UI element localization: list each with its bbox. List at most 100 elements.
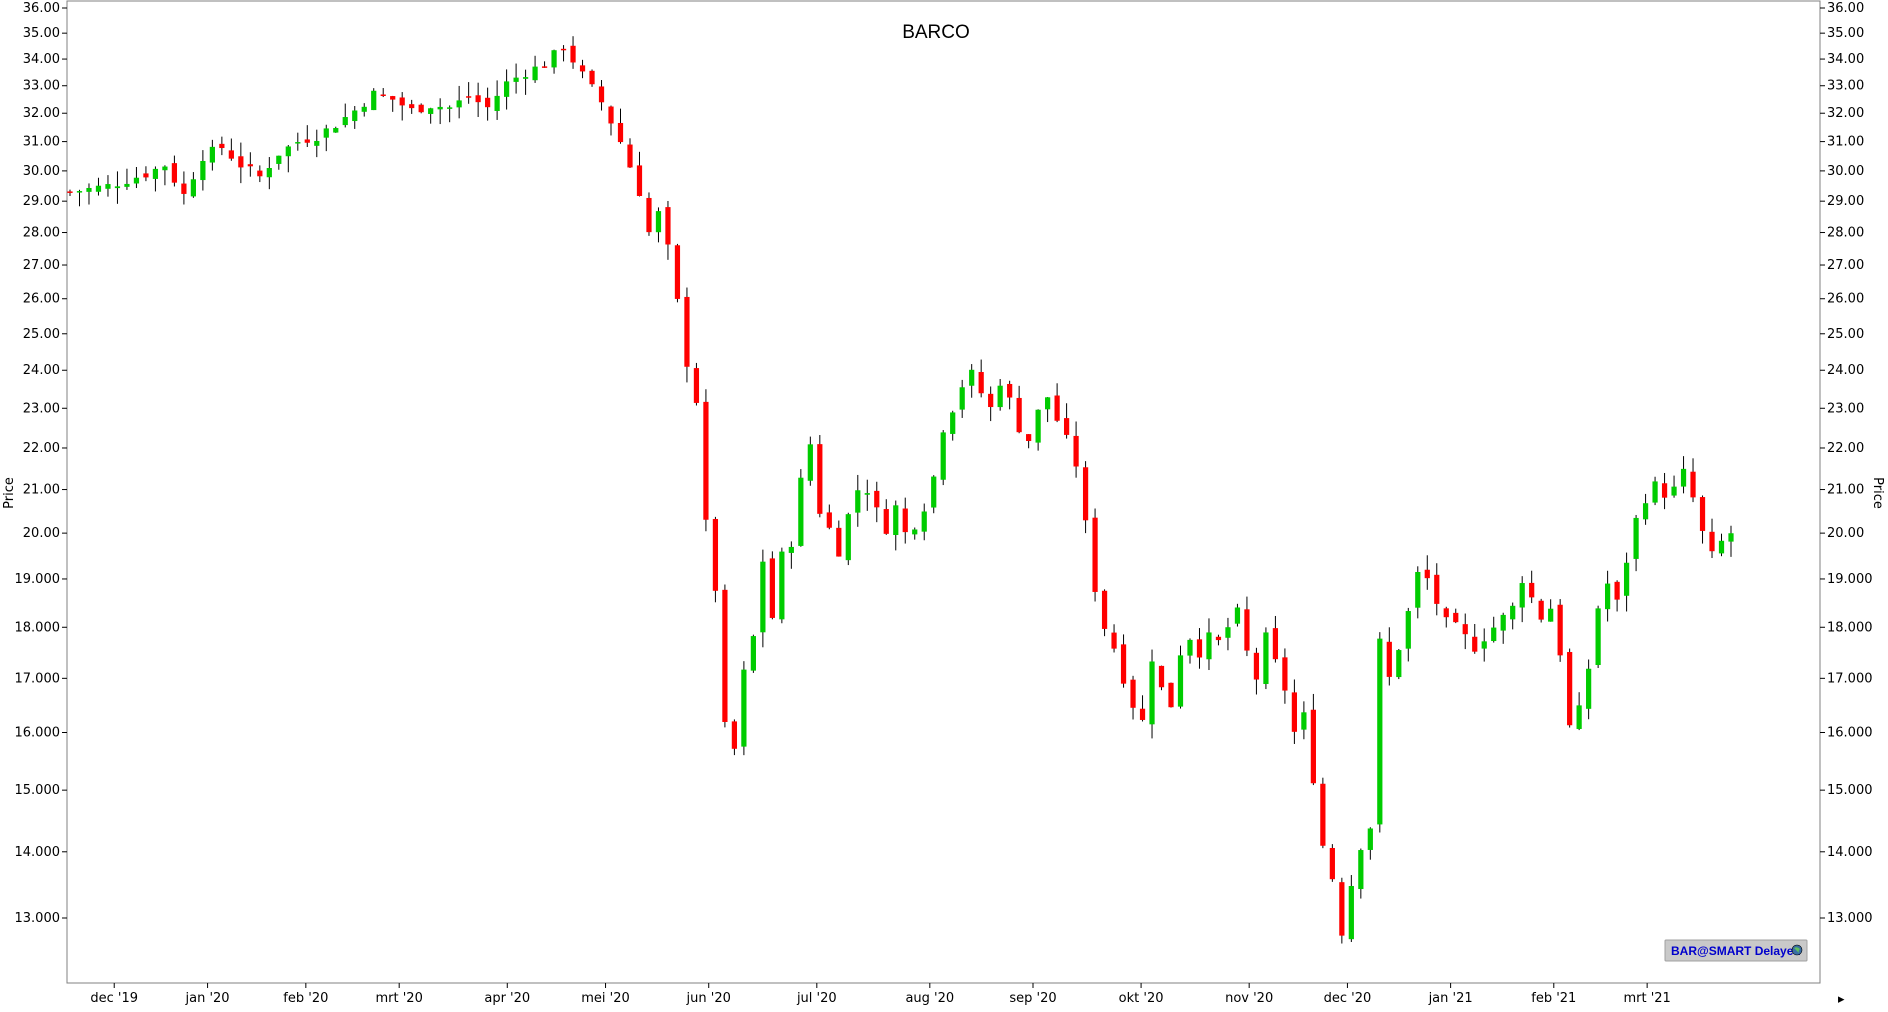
candle <box>86 183 92 205</box>
chart-title: BARCO <box>902 22 970 43</box>
candle-body <box>1253 652 1260 680</box>
candle <box>731 719 738 756</box>
candle-body <box>1557 604 1563 656</box>
candle <box>1510 602 1516 630</box>
candle-body <box>798 477 804 546</box>
y-tick-label-left: 27.00 <box>23 258 60 273</box>
candle-body <box>181 183 187 194</box>
candle <box>276 155 282 170</box>
candle-body <box>636 165 643 196</box>
candle-body <box>190 179 196 197</box>
candle <box>1538 598 1544 623</box>
candle <box>779 547 785 624</box>
candle-body <box>959 387 965 410</box>
candle <box>1519 576 1525 623</box>
candle-body <box>608 106 614 124</box>
candle <box>969 364 975 398</box>
candle-body <box>874 490 880 508</box>
candle-body <box>314 140 320 146</box>
candle <box>380 88 386 98</box>
candle-body <box>883 509 889 534</box>
candle <box>475 82 481 117</box>
candle-body <box>1481 641 1487 649</box>
scroll-right-icon[interactable]: ▸ <box>1838 992 1845 1007</box>
candle-body <box>1339 882 1345 936</box>
candle-body <box>209 146 215 163</box>
candle <box>428 107 434 124</box>
y-tick-label-right: 33.00 <box>1827 79 1864 94</box>
candle-body <box>1348 885 1354 940</box>
data-source-badge-label: BAR@SMART Delayed <box>1671 944 1801 958</box>
candle-body <box>522 77 529 79</box>
y-tick-label-right: 15.000 <box>1827 783 1873 798</box>
candle <box>1035 409 1041 451</box>
candle-body <box>1538 600 1544 620</box>
candle-body <box>940 432 946 480</box>
candle <box>219 136 225 156</box>
x-tick-label: dec '19 <box>90 991 138 1006</box>
candle <box>627 138 633 168</box>
candle-body <box>513 77 519 82</box>
candle <box>798 469 804 547</box>
candle-body <box>143 173 149 178</box>
candle-body <box>617 122 624 143</box>
data-source-badge[interactable]: BAR@SMART Delayed <box>1664 939 1808 962</box>
candle <box>988 386 994 422</box>
candle <box>1557 599 1563 662</box>
candle <box>485 87 491 121</box>
candle-body <box>390 96 396 100</box>
candle <box>1481 628 1487 662</box>
candle <box>655 207 662 243</box>
candle <box>105 175 111 197</box>
candle-body <box>162 166 168 171</box>
candle-body <box>1177 655 1184 707</box>
candle <box>560 45 567 62</box>
candle-body <box>1206 632 1212 660</box>
candle-body <box>836 527 842 557</box>
candle <box>1595 605 1601 668</box>
candle <box>1149 649 1155 739</box>
y-tick-label-left: 33.00 <box>23 79 60 94</box>
candle-body <box>750 636 756 671</box>
candle-body <box>352 110 358 122</box>
y-tick-label-right: 36.00 <box>1827 1 1864 16</box>
y-tick-label-right: 21.00 <box>1827 483 1864 498</box>
y-tick-label-left: 19.000 <box>15 572 61 587</box>
candle <box>181 171 187 205</box>
candle <box>608 105 614 136</box>
candle <box>1690 458 1696 503</box>
candle <box>921 503 927 541</box>
candle-body <box>1073 435 1079 467</box>
candle-body <box>1661 483 1668 498</box>
y-tick-label-left: 32.00 <box>23 106 60 121</box>
x-tick-label: nov '20 <box>1225 991 1273 1006</box>
candle <box>1101 589 1108 637</box>
candle <box>361 103 367 117</box>
candle <box>285 145 291 173</box>
x-tick-label: apr '20 <box>484 991 530 1006</box>
candle <box>1282 648 1288 704</box>
candle-body <box>447 107 453 109</box>
candle <box>912 527 918 540</box>
candle <box>1424 555 1430 590</box>
candle <box>893 500 899 551</box>
candle-body <box>1272 628 1279 660</box>
candle <box>399 92 405 121</box>
y-tick-label-left: 29.00 <box>23 194 60 209</box>
candle <box>760 549 766 648</box>
candle <box>304 125 310 148</box>
candle <box>807 436 813 486</box>
candle-body <box>1244 609 1250 651</box>
candle-body <box>76 191 83 193</box>
x-tick-label: jan '20 <box>185 991 230 1006</box>
candle-body <box>665 207 671 245</box>
candle-body <box>731 721 738 749</box>
candle <box>257 165 263 183</box>
candle-body <box>133 177 140 184</box>
candle <box>845 512 851 566</box>
y-tick-label-right: 35.00 <box>1827 26 1864 41</box>
candle-body <box>817 444 823 514</box>
candle-body <box>1671 486 1677 496</box>
y-tick-label-left: 17.000 <box>15 671 61 686</box>
candle-body <box>1462 624 1468 635</box>
